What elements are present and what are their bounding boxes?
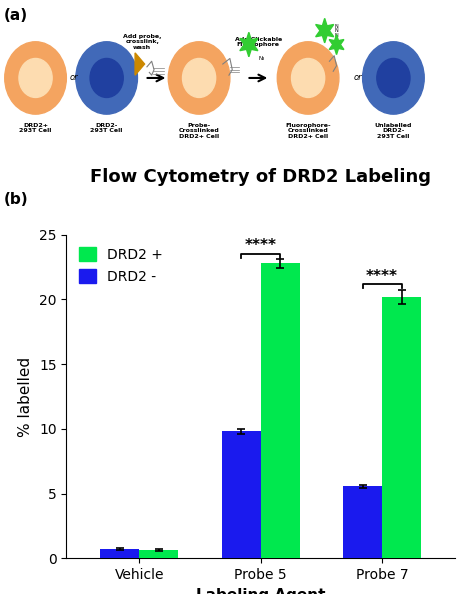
Circle shape (5, 42, 66, 114)
Circle shape (19, 58, 52, 97)
Text: (a): (a) (4, 8, 28, 23)
Circle shape (90, 58, 123, 97)
X-axis label: Labeling Agent: Labeling Agent (196, 587, 326, 594)
Bar (139, 550, 178, 558)
Polygon shape (329, 34, 344, 55)
Text: ****: **** (245, 238, 277, 254)
Text: N
N
N: N N N (334, 24, 338, 38)
Text: or: or (69, 74, 78, 83)
Circle shape (76, 42, 137, 114)
Bar (222, 431, 261, 558)
Circle shape (377, 58, 410, 97)
Bar (261, 263, 300, 558)
Circle shape (277, 42, 339, 114)
Title: Flow Cytometry of DRD2 Labeling: Flow Cytometry of DRD2 Labeling (90, 168, 431, 186)
Polygon shape (316, 18, 334, 43)
Text: DRD2+
293T Cell: DRD2+ 293T Cell (19, 122, 52, 133)
Bar (100, 549, 139, 558)
Text: Fluorophore-
Crosslinked
DRD2+ Cell: Fluorophore- Crosslinked DRD2+ Cell (285, 122, 331, 139)
Circle shape (292, 58, 325, 97)
Text: DRD2-
293T Cell: DRD2- 293T Cell (91, 122, 123, 133)
Text: ****: **** (366, 269, 398, 284)
Text: Add probe,
crosslink,
wash: Add probe, crosslink, wash (123, 33, 162, 50)
Polygon shape (240, 32, 258, 57)
Bar (343, 486, 382, 558)
Text: N₃: N₃ (258, 56, 264, 61)
Text: Unlabelled
DRD2-
293T Cell: Unlabelled DRD2- 293T Cell (375, 122, 412, 139)
Bar (382, 297, 421, 558)
Circle shape (182, 58, 216, 97)
Text: Probe-
Crosslinked
DRD2+ Cell: Probe- Crosslinked DRD2+ Cell (179, 122, 219, 139)
Text: or: or (354, 74, 362, 83)
Legend: DRD2 +, DRD2 -: DRD2 +, DRD2 - (73, 242, 168, 289)
Polygon shape (135, 53, 145, 75)
Circle shape (363, 42, 424, 114)
Circle shape (168, 42, 230, 114)
Text: Add Clickable
Fluorophore: Add Clickable Fluorophore (235, 37, 282, 48)
Text: (b): (b) (4, 192, 28, 207)
Y-axis label: % labelled: % labelled (18, 356, 34, 437)
